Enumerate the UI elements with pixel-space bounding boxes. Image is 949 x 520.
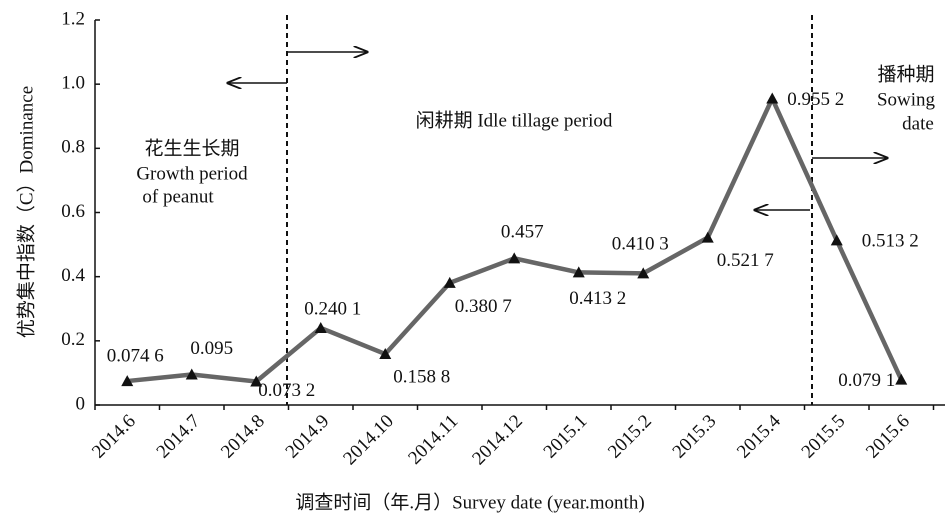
marker [701, 231, 714, 243]
data-label: 0.073 2 [258, 380, 315, 401]
y-axis-label: 优势集中指数（C）Dominance [15, 86, 37, 338]
data-label: 0.410 3 [612, 234, 669, 255]
data-label: 0.158 8 [393, 366, 450, 387]
x-tick-label: 2014.10 [339, 411, 398, 470]
x-tick-label: 2014.7 [153, 411, 205, 463]
marker [250, 375, 263, 387]
data-label: 0.513 2 [862, 231, 919, 252]
y-tick-label: 0.8 [61, 137, 85, 158]
data-label: 0.521 7 [717, 250, 774, 271]
annotation: 播种期 [877, 63, 934, 85]
data-label: 0.380 7 [455, 296, 512, 317]
marker [766, 92, 779, 104]
marker [185, 368, 198, 380]
x-tick-label: 2015.6 [862, 411, 914, 463]
y-tick-label: 1.0 [61, 73, 85, 94]
x-tick-label: 2015.3 [669, 411, 721, 463]
data-label: 0.074 6 [107, 345, 164, 366]
marker [443, 276, 456, 288]
x-tick-label: 2015.1 [540, 411, 592, 463]
y-tick-label: 1.2 [61, 8, 85, 29]
x-tick-label: 2015.4 [733, 410, 785, 462]
x-tick-label: 2014.11 [404, 411, 462, 469]
y-tick-label: 0.6 [61, 201, 85, 222]
annotation: date [902, 113, 934, 134]
x-tick-label: 2014.8 [217, 411, 269, 463]
marker [121, 375, 134, 387]
marker [508, 252, 521, 264]
data-label: 0.457 [501, 222, 544, 243]
data-label: 0.955 2 [787, 89, 844, 110]
marker [314, 321, 327, 333]
annotation: Sowing [877, 89, 936, 110]
y-tick-label: 0.4 [61, 265, 85, 286]
x-tick-label: 2014.12 [468, 411, 527, 470]
x-tick-label: 2015.5 [798, 411, 850, 463]
annotation: of peanut [142, 186, 214, 207]
data-label: 0.240 1 [304, 298, 361, 319]
x-tick-label: 2015.2 [604, 411, 656, 463]
annotation: 闲耕期 Idle tillage period [416, 109, 613, 131]
annotation: Growth period [136, 163, 248, 184]
marker [830, 234, 843, 246]
data-label: 0.413 2 [569, 288, 626, 309]
y-tick-label: 0 [76, 393, 86, 414]
marker [572, 266, 585, 278]
x-tick-label: 2014.6 [88, 411, 140, 463]
marker [379, 348, 392, 360]
x-axis-label: 调查时间（年.月）Survey date (year.month) [295, 491, 644, 513]
x-tick-label: 2014.9 [282, 411, 334, 463]
marker [895, 373, 908, 385]
y-tick-label: 0.2 [61, 329, 85, 350]
data-label: 0.095 [190, 338, 233, 359]
data-label: 0.079 1 [838, 370, 895, 391]
marker [637, 267, 650, 279]
annotation: 花生生长期 [144, 137, 239, 159]
